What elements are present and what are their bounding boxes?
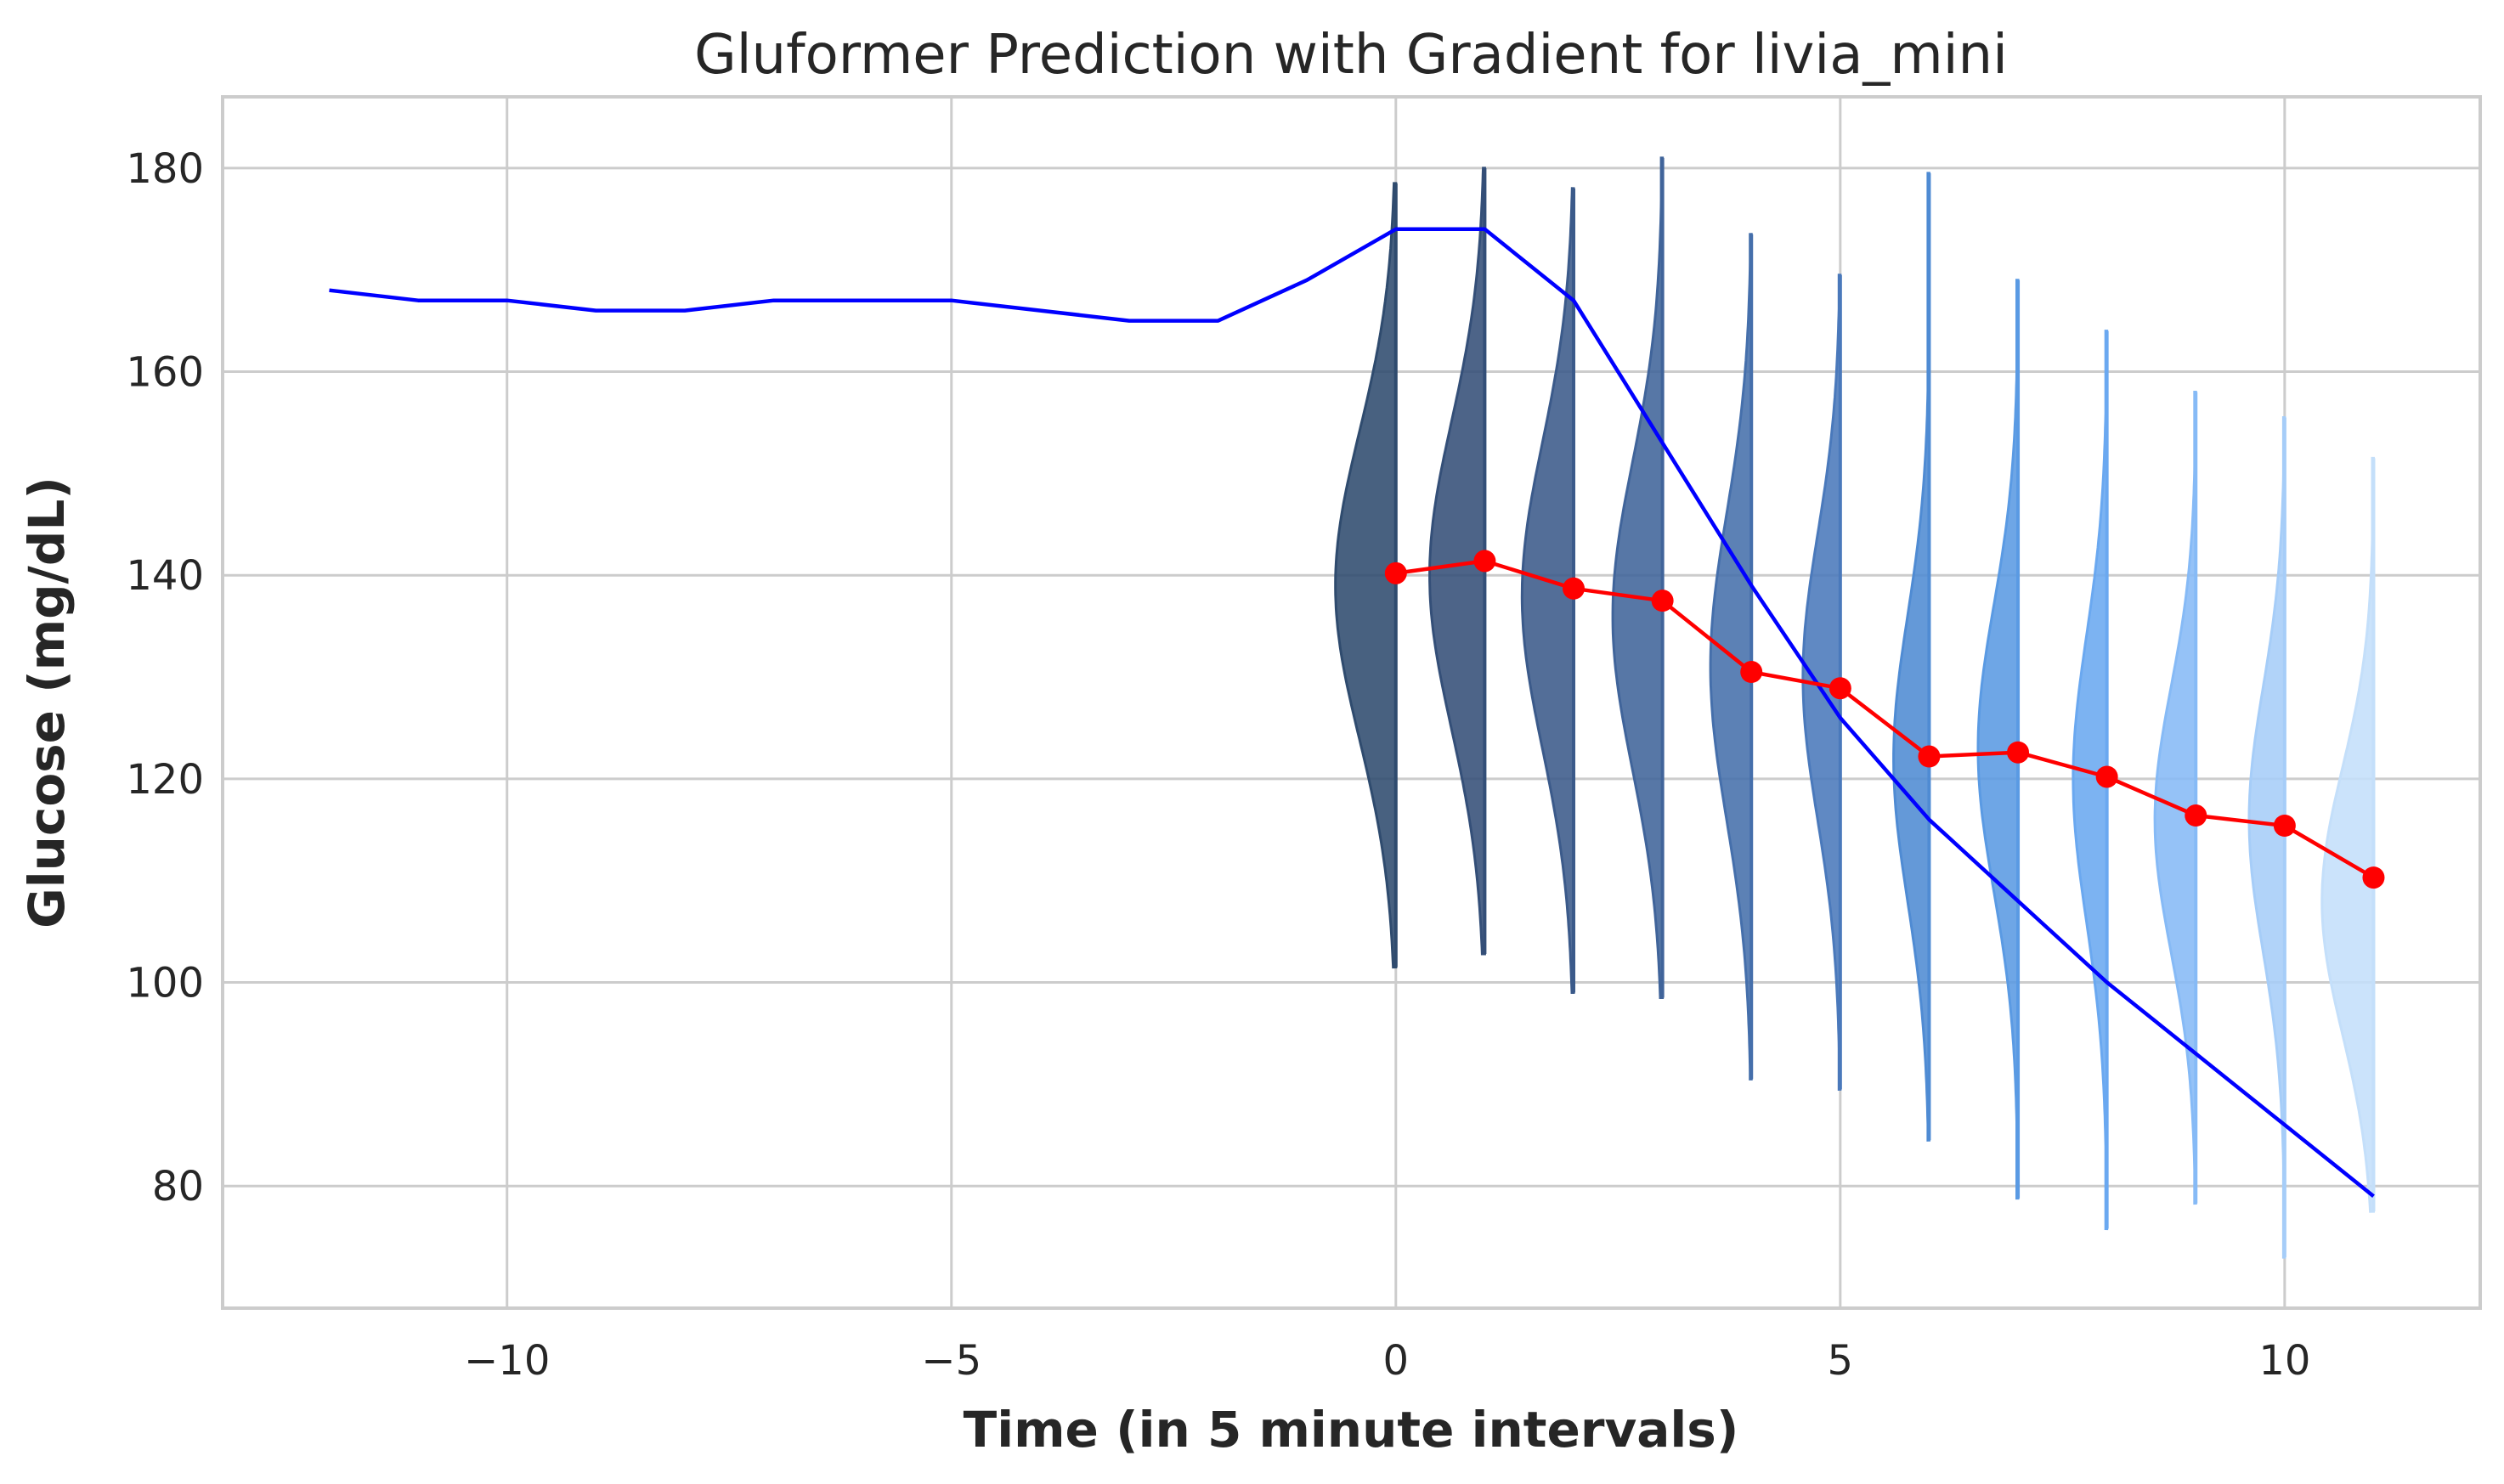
series-point-1 <box>1651 590 1674 612</box>
series-point-1 <box>2185 804 2207 827</box>
series-lines <box>329 227 2375 1198</box>
prediction-distributions <box>1334 156 2376 1259</box>
y-tick-label: 140 <box>126 552 204 600</box>
y-tick-label: 160 <box>126 349 204 397</box>
x-tick-label: −5 <box>921 1337 981 1385</box>
series-point-1 <box>1563 577 1585 600</box>
plot-frame <box>221 95 2482 1310</box>
y-tick-label: 120 <box>126 756 204 804</box>
x-tick-label: 0 <box>1383 1337 1410 1385</box>
distribution-0 <box>1334 182 1398 969</box>
series-point-1 <box>2007 741 2030 764</box>
distribution-11 <box>2320 456 2375 1213</box>
y-tick-label: 100 <box>126 960 204 1007</box>
y-tick-label: 180 <box>126 145 204 193</box>
series-point-1 <box>1473 550 1496 573</box>
series-line-0 <box>329 227 2375 1198</box>
series-point-1 <box>1384 561 1407 584</box>
distribution-7 <box>1976 279 2020 1200</box>
x-tick-label: −10 <box>464 1337 550 1385</box>
distribution-3 <box>1611 156 1665 1000</box>
distribution-10 <box>2247 415 2286 1259</box>
series-point-1 <box>1829 677 1851 700</box>
distribution-9 <box>2153 390 2197 1205</box>
x-axis-label: Time (in 5 minute intervals) <box>964 1401 1739 1459</box>
series-point-1 <box>2273 814 2296 837</box>
series-point-1 <box>1918 745 1941 768</box>
y-tick-label: 80 <box>152 1163 204 1210</box>
distribution-8 <box>2072 330 2109 1231</box>
chart-title: Gluformer Prediction with Gradient for l… <box>694 24 2008 87</box>
series-markers <box>1384 550 2385 889</box>
series-point-1 <box>1740 661 1763 684</box>
series-line-1 <box>1395 559 2375 880</box>
distribution-1 <box>1428 166 1486 956</box>
y-axis-label: Glucose (mg/dL) <box>18 477 76 928</box>
tick-labels: −10 −5 0 5 10 80 100 120 140 160 180 <box>126 145 2310 1385</box>
series-point-1 <box>2095 765 2118 788</box>
x-tick-label: 10 <box>2258 1337 2310 1385</box>
x-tick-label: 5 <box>1828 1337 1854 1385</box>
distribution-2 <box>1520 187 1575 995</box>
series-point-1 <box>2362 866 2385 889</box>
distribution-5 <box>1801 274 1842 1091</box>
